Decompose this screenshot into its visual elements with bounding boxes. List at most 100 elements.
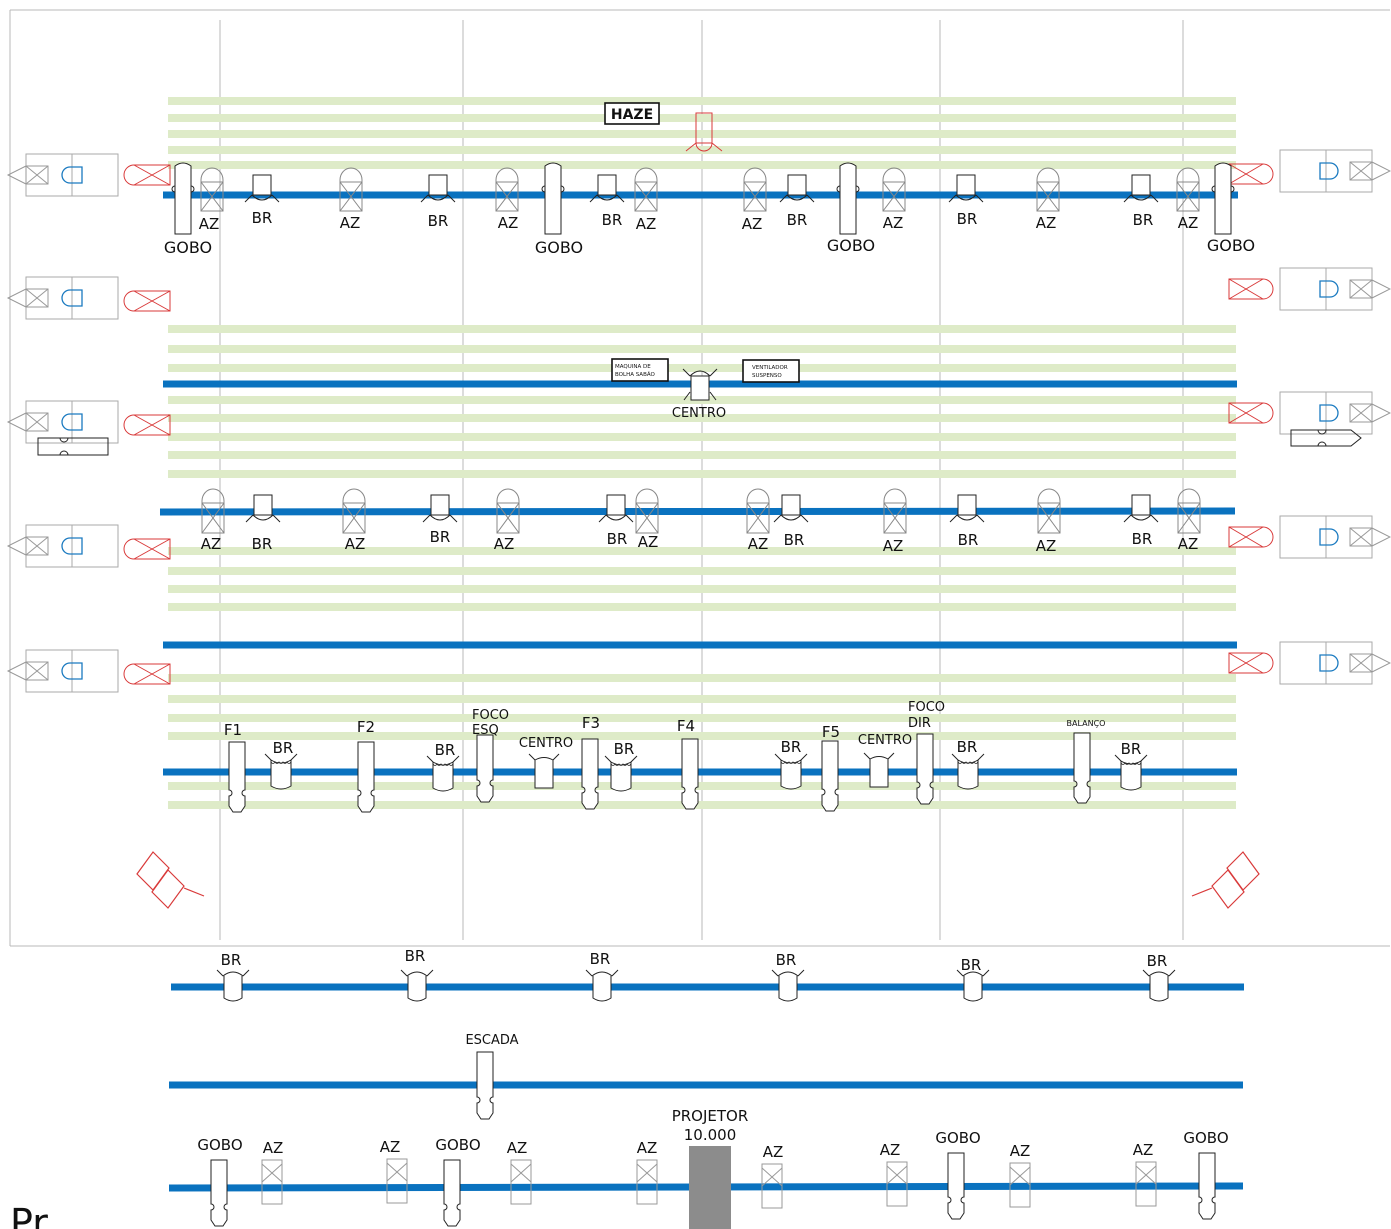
side-unit-blue-icon <box>1319 528 1339 546</box>
side-units-layer <box>6 112 1391 909</box>
br-fixture <box>244 174 280 203</box>
az-fixture <box>882 167 906 212</box>
haze-unit-icon <box>685 112 723 152</box>
stripe-20 <box>168 732 1236 740</box>
row3-label-11: AZ <box>1036 537 1057 555</box>
br-fixture <box>420 174 456 203</box>
haze-label: HAZE <box>611 107 653 123</box>
row7-label-escada: ESCADA <box>465 1033 518 1048</box>
side-unit-blue-icon <box>61 166 83 184</box>
az-wire-fixture <box>386 1158 408 1204</box>
stripe-16 <box>168 603 1236 611</box>
stripes-layer <box>168 97 1236 809</box>
az-wire-fixture <box>510 1159 532 1205</box>
az-fixture <box>635 488 659 534</box>
side-unit-right-4 <box>1228 641 1391 685</box>
row1-label-15: BR <box>1133 211 1154 229</box>
stripe-2 <box>168 130 1236 138</box>
side-unit-red-icon <box>123 414 171 436</box>
row1-label-13: BR <box>957 210 978 228</box>
stripe-15 <box>168 585 1236 593</box>
centro-row2-fixture <box>683 391 717 401</box>
side-unit-left-0 <box>6 153 171 197</box>
az-fixture <box>200 167 224 212</box>
row5-label-6: F3 <box>582 714 600 732</box>
row6-label-1: BR <box>405 947 426 965</box>
row3-label-5: BR <box>607 530 628 548</box>
az-fixture <box>743 167 767 212</box>
row5-label-3: BR <box>435 741 456 759</box>
az-fixture <box>495 167 519 212</box>
stripe-6 <box>168 345 1236 353</box>
profile-fixture <box>1073 732 1091 804</box>
corner-unit-right-icon <box>1191 851 1260 909</box>
row1-label-0: GOBO <box>164 238 212 257</box>
az-fixture <box>883 488 907 534</box>
centro-fixture <box>528 753 560 789</box>
br-fixture <box>771 969 805 1002</box>
side-unit-blue-icon <box>1319 404 1339 422</box>
row3-label-4: AZ <box>494 535 515 553</box>
br-fixture <box>773 494 809 523</box>
side-unit-red-icon <box>123 538 171 560</box>
haze-box: HAZE <box>604 102 660 125</box>
profile-fixture <box>210 1159 228 1227</box>
side-unit-red-icon <box>1228 652 1274 674</box>
row5-label-0: F1 <box>224 721 242 739</box>
row5-label-2: F2 <box>357 718 375 736</box>
row1-label-14: AZ <box>1036 214 1057 232</box>
side-unit-red-icon <box>123 663 171 685</box>
stripe-0 <box>168 97 1236 105</box>
row8-label-10: AZ <box>1133 1141 1154 1159</box>
az-fixture <box>201 488 225 534</box>
row6-label-5: BR <box>1147 952 1168 970</box>
row1-label-10: BR <box>787 211 808 229</box>
az-wire-fixture <box>761 1163 783 1209</box>
pipe-3 <box>159 507 1236 516</box>
az-fixture <box>339 167 363 212</box>
br-fixture <box>245 494 281 523</box>
az-wire-fixture <box>261 1159 283 1205</box>
az-fixture <box>634 167 658 212</box>
profile-fixture <box>228 741 246 813</box>
side-unit-blue-icon <box>61 537 83 555</box>
az-fixture <box>1036 167 1060 212</box>
side-unit-blue-icon <box>61 662 83 680</box>
labels-layer: HAZE MAQUINA DE BOLHA SABÃO VENTILADOR S… <box>10 102 800 1229</box>
row8-label-7: AZ <box>880 1141 901 1159</box>
stripe-3 <box>168 146 1236 154</box>
side-scroll-unit-left <box>37 437 109 456</box>
az-fixture <box>746 488 770 534</box>
fan-label-1: VENTILADOR <box>752 365 788 371</box>
row8-label-2: AZ <box>380 1138 401 1156</box>
row5-label-1: BR <box>273 739 294 757</box>
side-unit-red-icon <box>1228 163 1274 185</box>
side-unit-right-3 <box>1228 515 1391 559</box>
profile-fixture <box>1198 1152 1216 1220</box>
side-unit-red-icon <box>1228 278 1274 300</box>
row1-label-1: AZ <box>199 215 220 233</box>
row8-label-5: AZ <box>637 1139 658 1157</box>
br-fixture <box>682 368 718 401</box>
az-fixture <box>496 488 520 534</box>
side-unit-red-icon <box>123 164 171 186</box>
scoop-fixture <box>264 753 298 790</box>
side-unit-blue-icon <box>1319 162 1339 180</box>
row5-label-12b: DIR <box>908 716 931 731</box>
az-wire-fixture <box>886 1161 908 1207</box>
profile-fixture <box>947 1152 965 1220</box>
profile-fixture <box>916 733 934 805</box>
br-fixture <box>1123 494 1159 523</box>
row8-label-1: AZ <box>263 1139 284 1157</box>
br-fixture <box>956 969 990 1002</box>
az-fixture <box>1177 488 1201 534</box>
row6-label-4: BR <box>961 956 982 974</box>
row1-label-9: AZ <box>742 215 763 233</box>
stripe-1 <box>168 114 1236 122</box>
row5-label-11: CENTRO <box>858 733 912 748</box>
row3-label-3: BR <box>430 528 451 546</box>
br-fixture <box>400 969 434 1002</box>
row5-label-7: BR <box>614 740 635 758</box>
side-unit-left-3 <box>6 524 171 568</box>
